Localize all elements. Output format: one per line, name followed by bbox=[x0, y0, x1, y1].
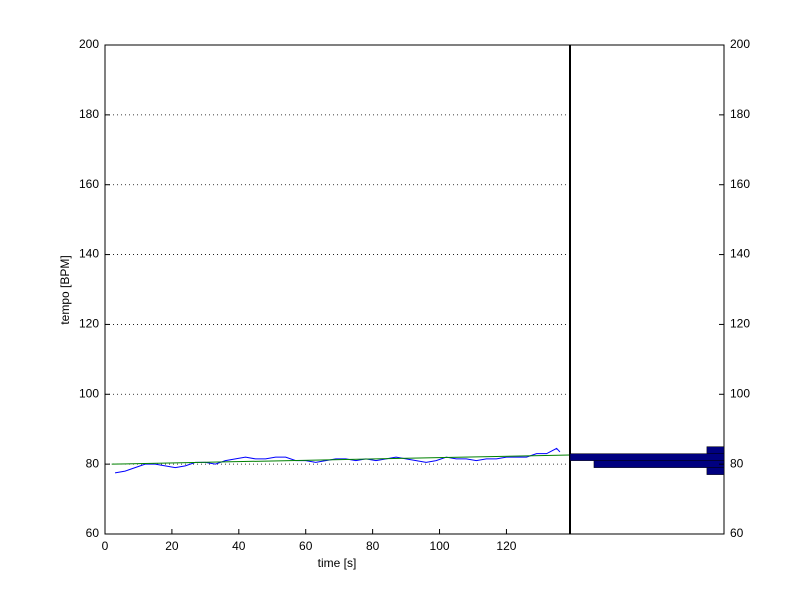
y-axis-label: tempo [BPM] bbox=[58, 255, 72, 324]
plot-frame bbox=[104, 44, 725, 535]
y-tick-label: 140 bbox=[79, 247, 99, 261]
y2-tick-label: 80 bbox=[730, 456, 744, 470]
y-tick-label: 160 bbox=[79, 177, 99, 191]
y-tick-label: 80 bbox=[86, 456, 100, 470]
y2-tick-label: 200 bbox=[730, 37, 750, 51]
hist-bar bbox=[569, 453, 725, 461]
hist-bar bbox=[706, 467, 725, 475]
x-tick-label: 0 bbox=[102, 539, 109, 553]
y-tick-label: 100 bbox=[79, 386, 99, 400]
hist-bar bbox=[593, 460, 725, 468]
x-tick-label: 40 bbox=[232, 539, 246, 553]
x-tick-label: 120 bbox=[496, 539, 516, 553]
y2-tick-label: 60 bbox=[730, 526, 744, 540]
series-line bbox=[111, 454, 571, 465]
x-tick-label: 20 bbox=[165, 539, 179, 553]
x-tick-label: 100 bbox=[430, 539, 450, 553]
y2-tick-label: 120 bbox=[730, 317, 750, 331]
x-tick-label: 80 bbox=[366, 539, 380, 553]
series-line bbox=[114, 447, 561, 474]
y-tick-label: 180 bbox=[79, 107, 99, 121]
y2-tick-label: 140 bbox=[730, 247, 750, 261]
y2-tick-label: 180 bbox=[730, 107, 750, 121]
hist-bar bbox=[706, 446, 725, 454]
x-tick-label: 60 bbox=[299, 539, 313, 553]
y-tick-label: 60 bbox=[86, 526, 100, 540]
y-tick-label: 200 bbox=[79, 37, 99, 51]
y2-tick-label: 160 bbox=[730, 177, 750, 191]
y2-tick-label: 100 bbox=[730, 386, 750, 400]
x-axis-label: time [s] bbox=[318, 556, 357, 570]
y-tick-label: 120 bbox=[79, 317, 99, 331]
